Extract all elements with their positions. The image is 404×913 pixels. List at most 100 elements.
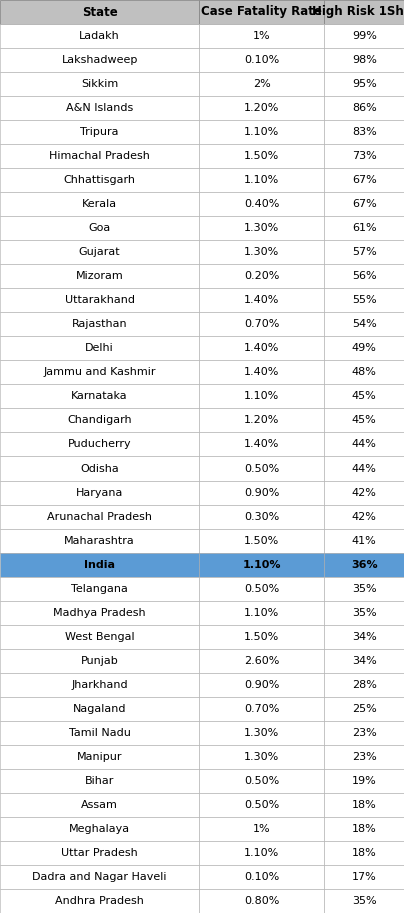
Bar: [199, 96, 324, 121]
Bar: [199, 168, 324, 193]
Text: Manipur: Manipur: [77, 751, 122, 761]
Text: Meghalaya: Meghalaya: [69, 824, 130, 834]
Text: 1.30%: 1.30%: [244, 728, 280, 738]
Bar: [324, 193, 404, 216]
Text: 67%: 67%: [352, 175, 377, 185]
Text: 73%: 73%: [352, 152, 377, 162]
Bar: [0, 720, 199, 745]
Text: 41%: 41%: [352, 536, 377, 546]
Bar: [199, 312, 324, 336]
Text: 1.20%: 1.20%: [244, 103, 280, 113]
Bar: [0, 456, 199, 480]
Bar: [324, 601, 404, 624]
Bar: [324, 577, 404, 601]
Text: Jammu and Kashmir: Jammu and Kashmir: [43, 367, 156, 377]
Text: 0.10%: 0.10%: [244, 55, 280, 65]
Bar: [324, 264, 404, 289]
Bar: [199, 264, 324, 289]
Bar: [0, 697, 199, 720]
Text: 2.60%: 2.60%: [244, 656, 280, 666]
Text: 18%: 18%: [352, 848, 377, 858]
Text: Chhattisgarh: Chhattisgarh: [63, 175, 136, 185]
Text: Tripura: Tripura: [80, 127, 119, 137]
Text: 1.40%: 1.40%: [244, 343, 280, 353]
Bar: [199, 240, 324, 264]
Bar: [0, 505, 199, 529]
Text: 34%: 34%: [352, 632, 377, 642]
Text: 1%: 1%: [253, 824, 271, 834]
Bar: [324, 408, 404, 433]
Text: Rajasthan: Rajasthan: [72, 320, 127, 330]
Bar: [199, 769, 324, 792]
Bar: [324, 529, 404, 552]
Bar: [0, 577, 199, 601]
Text: 98%: 98%: [352, 55, 377, 65]
Bar: [324, 384, 404, 408]
Text: Punjab: Punjab: [81, 656, 118, 666]
Bar: [324, 841, 404, 865]
Bar: [199, 384, 324, 408]
Bar: [0, 240, 199, 264]
Text: 1.50%: 1.50%: [244, 536, 280, 546]
Bar: [199, 505, 324, 529]
Text: 0.90%: 0.90%: [244, 680, 280, 689]
Bar: [324, 552, 404, 577]
Bar: [0, 264, 199, 289]
Text: 1.10%: 1.10%: [244, 127, 280, 137]
Bar: [0, 121, 199, 144]
Text: 56%: 56%: [352, 271, 377, 281]
Text: A&N Islands: A&N Islands: [66, 103, 133, 113]
Bar: [324, 0, 404, 24]
Text: 42%: 42%: [352, 488, 377, 498]
Text: 0.80%: 0.80%: [244, 896, 280, 906]
Text: Goa: Goa: [88, 224, 111, 233]
Text: 34%: 34%: [352, 656, 377, 666]
Text: 1.40%: 1.40%: [244, 439, 280, 449]
Text: Uttarakhand: Uttarakhand: [65, 295, 135, 305]
Text: 44%: 44%: [352, 439, 377, 449]
Text: 1.50%: 1.50%: [244, 152, 280, 162]
Bar: [0, 792, 199, 817]
Text: Karnataka: Karnataka: [71, 392, 128, 402]
Bar: [324, 720, 404, 745]
Bar: [0, 384, 199, 408]
Text: Sikkim: Sikkim: [81, 79, 118, 89]
Text: 0.40%: 0.40%: [244, 199, 280, 209]
Text: Mizoram: Mizoram: [76, 271, 124, 281]
Text: Lakshadweep: Lakshadweep: [61, 55, 138, 65]
Text: 35%: 35%: [352, 583, 377, 593]
Text: High Risk 1Shot: High Risk 1Shot: [311, 5, 404, 18]
Text: 1.10%: 1.10%: [244, 608, 280, 618]
Text: Nagaland: Nagaland: [73, 704, 126, 714]
Bar: [324, 240, 404, 264]
Bar: [0, 216, 199, 240]
Bar: [0, 433, 199, 456]
Text: 49%: 49%: [352, 343, 377, 353]
Bar: [0, 96, 199, 121]
Text: 57%: 57%: [352, 247, 377, 257]
Bar: [0, 649, 199, 673]
Bar: [199, 841, 324, 865]
Text: Telangana: Telangana: [71, 583, 128, 593]
Text: 55%: 55%: [352, 295, 377, 305]
Text: 28%: 28%: [352, 680, 377, 689]
Bar: [199, 601, 324, 624]
Bar: [324, 96, 404, 121]
Bar: [0, 0, 199, 24]
Text: State: State: [82, 5, 118, 18]
Text: 19%: 19%: [352, 776, 377, 786]
Text: Bihar: Bihar: [85, 776, 114, 786]
Text: 1%: 1%: [253, 31, 271, 41]
Bar: [199, 889, 324, 913]
Text: 1.40%: 1.40%: [244, 295, 280, 305]
Text: 0.90%: 0.90%: [244, 488, 280, 498]
Bar: [324, 697, 404, 720]
Bar: [324, 745, 404, 769]
Text: 0.50%: 0.50%: [244, 583, 280, 593]
Bar: [324, 289, 404, 312]
Text: 1.30%: 1.30%: [244, 247, 280, 257]
Bar: [199, 289, 324, 312]
Text: 23%: 23%: [352, 751, 377, 761]
Text: 45%: 45%: [352, 392, 377, 402]
Text: 99%: 99%: [352, 31, 377, 41]
